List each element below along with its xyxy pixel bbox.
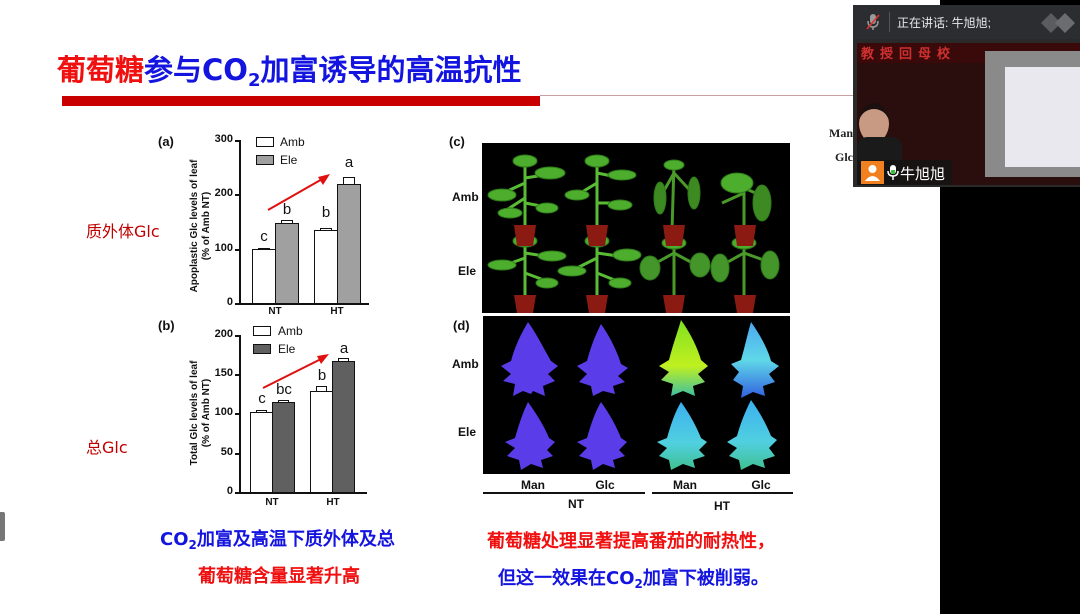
title-blue-part: 参与CO2加富诱导的高温抗性 [144,53,522,91]
row-label-ele: Ele [458,425,477,439]
mic-muted-icon[interactable] [865,13,881,31]
chart-b-tick: 150 [214,367,233,379]
chart-b-tick: 0 [226,485,233,497]
legend-label-amb: Amb [278,324,303,338]
chart-b-tick: 100 [214,406,233,418]
col-label-glc: Glc [595,478,615,492]
total-glc-label: 总Glc [86,438,128,457]
speaker-video: 教授回母校 [857,43,1080,185]
hidden-label-glc: Glc [835,150,853,164]
video-conference-overlay[interactable]: 正在讲话: 牛旭旭; 教授回母校 牛旭旭 [853,5,1080,187]
legend-swatch-amb [256,137,274,147]
legend-label-ele: Ele [278,342,296,356]
bar-amb-ht [314,230,338,304]
row-label-amb: Amb [452,190,479,204]
chart-a-ylabel: Apoplastic Glc levels of leaf (% of Amb N… [189,159,212,293]
col-label-glc: Glc [751,478,771,492]
bar-ele-ht [337,184,361,304]
bar-ele-nt [275,223,299,304]
apoplastic-glc-label: 质外体Glc [86,222,160,241]
row-label-ele: Ele [458,264,477,278]
participant-name-bar: 牛旭旭 [857,160,952,185]
leaf-fluorescence-image [483,316,790,474]
legend-label-amb: Amb [280,135,305,149]
chart-b-y-axis [239,335,241,494]
bar-amb-nt [252,249,276,304]
participant-name: 牛旭旭 [900,166,946,183]
chart-b-tick: 200 [214,328,233,340]
group-label-ht: HT [714,499,730,513]
group-line-ht [652,492,793,494]
legend-swatch-amb [253,326,271,336]
x-category-ht: HT [330,306,344,317]
increase-arrow-icon [262,354,329,389]
group-label-nt: NT [568,497,584,511]
sig-letter: b [282,201,292,218]
sig-letter: b [317,367,327,384]
legend-swatch-ele [256,155,274,165]
sig-letter: c [260,228,268,245]
legend-swatch-ele [253,344,271,354]
bar-ele-ht [332,361,355,493]
x-category-ht: HT [326,497,340,508]
speaking-indicator: 正在讲话: 牛旭旭; [897,16,992,30]
caption-right-line2: 但这一效果在CO2加富下被削弱。 [498,568,769,591]
x-category-nt: NT [268,306,282,317]
chart-a-tick: 200 [214,187,233,199]
caption-left-line2: 葡萄糖含量显著升高 [198,566,360,587]
sig-letter: a [344,154,354,171]
panel-label-c: (c) [449,134,465,149]
title-rule-line [540,95,860,96]
legend-label-ele: Ele [280,153,298,167]
title-red-part: 葡萄糖 [57,53,145,87]
sig-letter: c [258,390,266,407]
tomato-plants-photo [482,143,790,313]
presentation-slide: 葡萄糖参与CO2加富诱导的高温抗性 质外体Glc 总Glc Man Glc (a… [0,0,940,614]
chart-a-tick: 100 [214,242,233,254]
bar-amb-nt [250,412,273,493]
chart-a-y-axis [239,140,241,305]
row-label-amb: Amb [452,357,479,371]
chart-a-x-axis [239,303,369,305]
increase-arrow-icon [267,174,330,211]
app-logo-icon [1041,13,1075,33]
chart-b-tick: 50 [220,446,233,458]
video-topbar: 正在讲话: 牛旭旭; [853,5,1080,39]
col-label-man: Man [521,478,545,492]
col-label-man: Man [673,478,697,492]
sig-letter: bc [276,381,292,398]
panel-label-a: (a) [158,134,174,149]
chart-a-tick: 0 [226,296,233,308]
tomato-plant-image [487,154,780,313]
side-panel-handle[interactable] [0,512,5,541]
sig-letter: b [321,204,331,221]
chart-b-x-axis [239,492,367,494]
panel-label-d: (d) [453,318,470,333]
leaf-thermal-image [501,320,779,470]
panel-label-b: (b) [158,318,175,333]
divider [889,12,890,32]
sig-letter: a [339,340,349,357]
hidden-label-man: Man [829,126,853,140]
group-line-nt [483,492,645,494]
x-category-nt: NT [265,497,279,508]
avatar-icon [861,161,884,184]
mic-active-icon [887,165,899,180]
slide-title: 葡萄糖参与CO2加富诱导的高温抗性 [57,50,522,101]
caption-left-line1: CO2加富及高温下质外体及总 [160,529,395,552]
chart-a-tick: 300 [214,133,233,145]
bar-ele-nt [272,402,295,493]
title-underline-bar [62,96,540,106]
bar-amb-ht [310,391,333,493]
projector-screen [985,51,1080,177]
caption-right-line1: 葡萄糖处理显著提高番茄的耐热性， [487,531,775,552]
